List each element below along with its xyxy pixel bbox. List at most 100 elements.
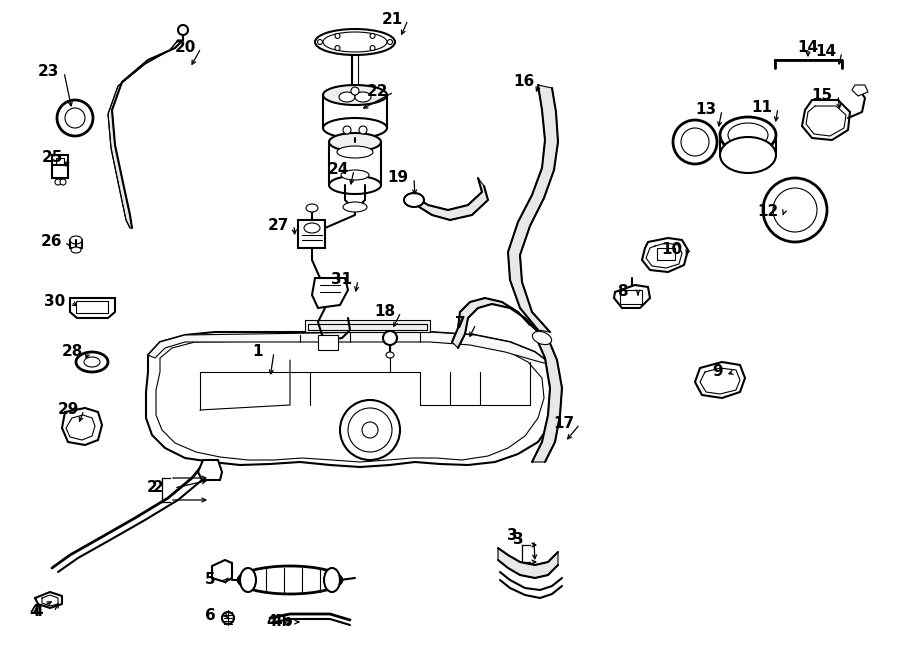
Ellipse shape <box>304 223 320 233</box>
Ellipse shape <box>323 118 387 138</box>
Text: 4: 4 <box>266 615 277 629</box>
Polygon shape <box>52 165 68 178</box>
Text: 6: 6 <box>204 609 215 623</box>
Polygon shape <box>212 560 232 582</box>
Circle shape <box>57 100 93 136</box>
Text: 28: 28 <box>61 344 83 360</box>
Polygon shape <box>108 40 183 228</box>
Ellipse shape <box>343 202 367 212</box>
Text: 9: 9 <box>713 364 724 379</box>
Bar <box>318 335 338 350</box>
Text: 17: 17 <box>554 416 574 432</box>
Text: 4b: 4b <box>271 615 292 629</box>
Polygon shape <box>508 85 558 332</box>
Text: 4: 4 <box>30 605 40 619</box>
Ellipse shape <box>315 29 395 55</box>
Ellipse shape <box>76 352 108 372</box>
Bar <box>70 240 82 248</box>
Text: 12: 12 <box>758 204 778 219</box>
Circle shape <box>340 400 400 460</box>
Text: 1: 1 <box>253 344 263 360</box>
Ellipse shape <box>238 566 342 594</box>
Ellipse shape <box>386 352 394 358</box>
Text: 10: 10 <box>662 243 682 258</box>
Text: 7: 7 <box>454 317 465 332</box>
Text: 3: 3 <box>513 533 523 547</box>
Bar <box>657 248 675 260</box>
Polygon shape <box>614 285 650 308</box>
Polygon shape <box>198 460 222 480</box>
Polygon shape <box>532 335 562 462</box>
Circle shape <box>348 408 392 452</box>
Circle shape <box>681 128 709 156</box>
Circle shape <box>359 126 367 134</box>
Bar <box>620 290 642 304</box>
Text: 3: 3 <box>507 527 517 543</box>
Polygon shape <box>642 238 688 272</box>
Circle shape <box>222 612 234 624</box>
Text: 16: 16 <box>513 75 535 89</box>
Ellipse shape <box>355 92 371 102</box>
Ellipse shape <box>84 357 100 367</box>
Circle shape <box>335 46 340 50</box>
Polygon shape <box>412 178 488 220</box>
Ellipse shape <box>323 32 387 52</box>
Bar <box>76 301 108 313</box>
Circle shape <box>673 120 717 164</box>
Text: 11: 11 <box>752 100 772 116</box>
Ellipse shape <box>339 92 355 102</box>
Ellipse shape <box>329 133 381 151</box>
Polygon shape <box>852 85 868 96</box>
Ellipse shape <box>720 117 776 153</box>
Text: 23: 23 <box>37 65 58 79</box>
Circle shape <box>351 87 359 95</box>
Text: 14: 14 <box>797 40 819 56</box>
Text: 8: 8 <box>616 284 627 299</box>
Text: 27: 27 <box>267 217 289 233</box>
Ellipse shape <box>341 170 369 180</box>
Polygon shape <box>156 340 544 462</box>
Text: 30: 30 <box>44 295 66 309</box>
Circle shape <box>343 126 351 134</box>
Circle shape <box>388 40 392 44</box>
Ellipse shape <box>728 123 768 147</box>
Text: 29: 29 <box>58 403 78 418</box>
Ellipse shape <box>533 331 552 344</box>
Text: 2: 2 <box>153 481 164 496</box>
Text: 26: 26 <box>41 235 63 249</box>
Text: 25: 25 <box>41 151 63 165</box>
Circle shape <box>362 422 378 438</box>
Ellipse shape <box>70 236 82 244</box>
Polygon shape <box>66 415 95 440</box>
Bar <box>56 158 64 164</box>
Polygon shape <box>312 278 348 308</box>
Circle shape <box>60 179 66 185</box>
Ellipse shape <box>240 568 256 592</box>
Circle shape <box>383 331 397 345</box>
Text: 20: 20 <box>175 40 195 56</box>
Circle shape <box>55 179 61 185</box>
Polygon shape <box>695 362 745 398</box>
Polygon shape <box>52 155 68 168</box>
Ellipse shape <box>324 568 340 592</box>
Text: 2: 2 <box>147 481 158 496</box>
Text: 21: 21 <box>382 13 402 28</box>
Polygon shape <box>498 548 558 578</box>
Ellipse shape <box>329 176 381 194</box>
Text: 19: 19 <box>387 171 409 186</box>
Circle shape <box>335 34 340 38</box>
Ellipse shape <box>337 146 373 158</box>
Circle shape <box>370 34 375 38</box>
Polygon shape <box>298 220 325 248</box>
Text: 31: 31 <box>331 272 353 288</box>
Ellipse shape <box>323 85 387 105</box>
Polygon shape <box>305 320 430 332</box>
Circle shape <box>65 108 85 128</box>
Text: 14: 14 <box>815 44 837 59</box>
Polygon shape <box>452 298 538 348</box>
Text: 5: 5 <box>204 572 215 588</box>
Circle shape <box>370 46 375 50</box>
Ellipse shape <box>306 204 318 212</box>
Polygon shape <box>802 100 850 140</box>
Text: 22: 22 <box>367 85 389 100</box>
